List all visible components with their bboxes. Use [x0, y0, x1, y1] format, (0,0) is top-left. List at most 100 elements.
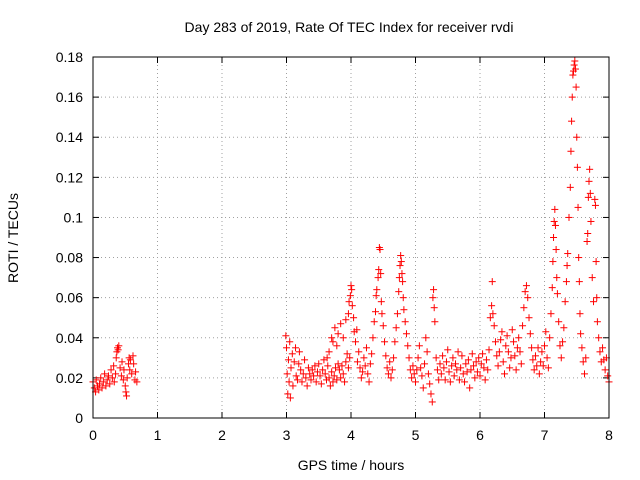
data-point: [330, 372, 338, 380]
data-point: [446, 378, 454, 386]
data-point: [122, 388, 130, 396]
data-point: [472, 358, 480, 366]
data-point: [587, 217, 595, 225]
data-point: [409, 362, 417, 370]
data-point: [515, 334, 523, 342]
data-point: [333, 376, 341, 384]
data-point: [335, 366, 343, 374]
data-point: [104, 372, 112, 380]
data-point: [557, 354, 565, 362]
data-point: [510, 338, 518, 346]
data-point: [334, 360, 342, 368]
data-point: [539, 362, 547, 370]
data-point: [126, 356, 134, 364]
data-point: [424, 370, 432, 378]
data-point: [298, 378, 306, 386]
data-point: [99, 378, 107, 386]
data-point: [559, 338, 567, 346]
data-point: [373, 286, 381, 294]
data-point: [313, 368, 321, 376]
data-point: [574, 203, 582, 211]
data-point: [95, 380, 103, 388]
data-point: [453, 366, 461, 374]
data-point: [517, 360, 525, 368]
data-point: [538, 348, 546, 356]
data-point: [502, 342, 510, 350]
data-point: [364, 370, 372, 378]
data-point: [110, 362, 118, 370]
data-point: [445, 368, 453, 376]
x-tick-label: 8: [605, 427, 613, 443]
data-point: [426, 380, 434, 388]
data-point: [427, 390, 435, 398]
data-point: [489, 310, 497, 318]
data-point: [319, 366, 327, 374]
data-point: [383, 364, 391, 372]
data-point: [101, 370, 109, 378]
data-point: [575, 254, 583, 262]
data-point: [377, 298, 385, 306]
data-point: [563, 262, 571, 270]
data-point: [116, 364, 124, 372]
data-point: [566, 183, 574, 191]
grid-lines: [93, 57, 609, 418]
data-point: [499, 358, 507, 366]
data-point: [283, 344, 290, 352]
data-point: [498, 328, 506, 336]
data-point: [405, 354, 413, 362]
data-point: [102, 382, 110, 390]
data-point: [565, 213, 573, 221]
data-point: [366, 360, 374, 368]
x-tick-label: 5: [412, 427, 420, 443]
data-point: [390, 354, 398, 362]
data-point: [106, 380, 114, 388]
data-point: [392, 324, 400, 332]
data-point: [548, 284, 556, 292]
data-point: [479, 350, 487, 358]
data-point: [556, 342, 564, 350]
data-point: [506, 364, 514, 372]
data-point: [328, 368, 336, 376]
y-tick-label: 0.08: [56, 250, 83, 266]
data-point: [588, 274, 596, 282]
data-point: [412, 378, 419, 386]
data-point: [289, 382, 297, 390]
data-point: [382, 352, 390, 360]
data-point: [369, 334, 377, 342]
data-point: [334, 330, 342, 338]
data-point: [568, 117, 576, 125]
data-point: [516, 348, 524, 356]
data-point: [457, 364, 465, 372]
data-point: [480, 364, 488, 372]
data-point: [112, 370, 120, 378]
y-tick-label: 0.12: [56, 169, 83, 185]
data-point: [361, 362, 369, 370]
data-point: [285, 378, 293, 386]
data-point: [393, 310, 401, 318]
data-point: [488, 278, 496, 286]
data-point: [464, 356, 472, 364]
data-point: [490, 322, 498, 330]
x-tick-label: 0: [89, 427, 97, 443]
data-point: [359, 368, 367, 376]
data-point: [571, 57, 579, 65]
data-point: [462, 360, 470, 368]
data-point: [324, 362, 332, 370]
data-point: [567, 147, 575, 155]
data-point: [541, 342, 548, 350]
data-point: [577, 330, 585, 338]
data-point: [431, 318, 439, 326]
data-point: [562, 278, 570, 286]
data-point: [444, 346, 452, 354]
data-point: [130, 360, 138, 368]
data-point: [421, 360, 429, 368]
x-tick-label: 6: [476, 427, 484, 443]
data-point: [103, 376, 111, 384]
data-point: [297, 366, 305, 374]
data-point: [386, 358, 394, 366]
data-point: [344, 364, 352, 372]
data-point: [283, 370, 291, 378]
data-point: [374, 274, 382, 282]
y-tick-label: 0.14: [56, 129, 83, 145]
data-point: [332, 364, 340, 372]
